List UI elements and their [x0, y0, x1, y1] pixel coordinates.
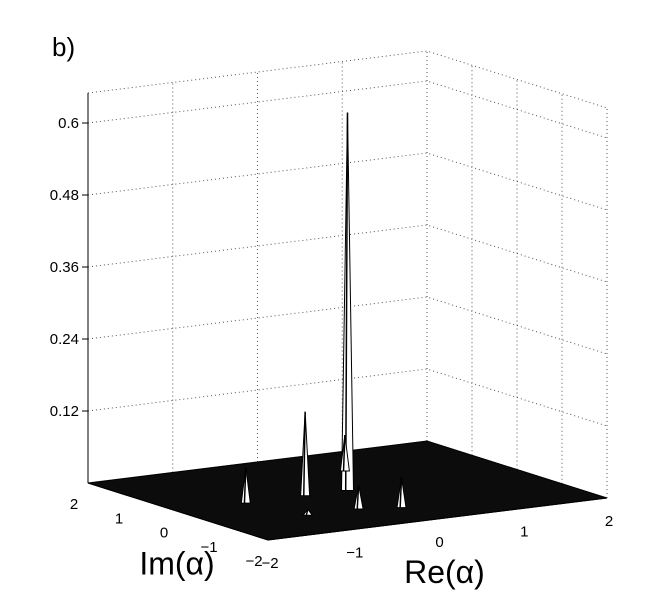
wall-gridline-z: [87, 50, 608, 109]
surface-peak-edge: [305, 509, 309, 516]
z-tick-label: 0.36: [50, 259, 79, 276]
z-tick-label: 0.12: [50, 403, 79, 420]
z-tick-label: 0.6: [58, 115, 79, 132]
floor-axes-lines: [87, 482, 608, 541]
re-tick-label: −2: [261, 555, 278, 572]
im-tick-label: 0: [160, 525, 168, 542]
z-tick-label: 0.48: [50, 187, 79, 204]
surface-peak: [340, 112, 355, 491]
re-axis-ticks: −2 −1 0 1 2: [261, 513, 613, 572]
surface-peak-edge: [356, 484, 360, 509]
panel-label: b): [52, 32, 75, 62]
surface-peak-edge: [399, 477, 403, 508]
re-tick-label: 0: [435, 534, 443, 551]
axes-lines: [87, 93, 608, 541]
im-axis-label: Im(α): [139, 545, 214, 581]
im-tick-label: 1: [115, 510, 123, 527]
re-tick-label: 2: [605, 513, 613, 530]
im-tick-label: 2: [70, 496, 78, 513]
surface-peak-edge: [344, 112, 349, 491]
surface-peak-edge: [303, 411, 306, 496]
re-tick-label: −1: [346, 545, 363, 562]
re-tick-label: 1: [520, 524, 528, 541]
z-axis-ticks: 0.12 0.24 0.36 0.48 0.6: [50, 115, 88, 420]
z-tick-label: 0.24: [50, 331, 79, 348]
surface-peak-edge: [243, 467, 247, 504]
back-walls-grid: [87, 50, 608, 499]
surface-peaks: [240, 112, 407, 516]
surface-peak-edge: [342, 434, 346, 472]
re-axis-label: Re(α): [404, 554, 485, 590]
im-tick-label: −1: [200, 539, 217, 556]
im-axis-ticks: −2 −1 0 1 2: [70, 496, 263, 570]
im-tick-label: −2: [245, 553, 262, 570]
